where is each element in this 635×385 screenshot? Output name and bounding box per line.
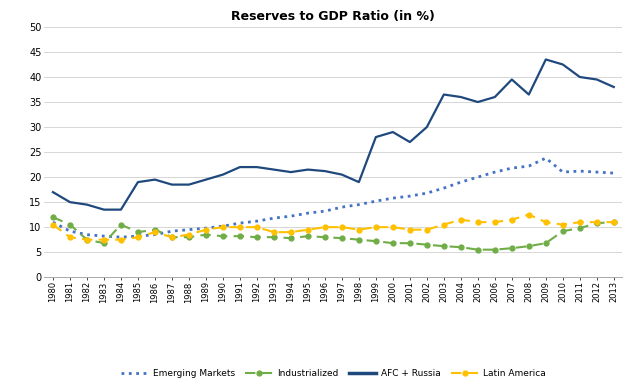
- Legend: Emerging Markets, Industrialized, AFC + Russia, Latin America: Emerging Markets, Industrialized, AFC + …: [121, 369, 546, 378]
- Title: Reserves to GDP Ratio (in %): Reserves to GDP Ratio (in %): [231, 10, 436, 23]
